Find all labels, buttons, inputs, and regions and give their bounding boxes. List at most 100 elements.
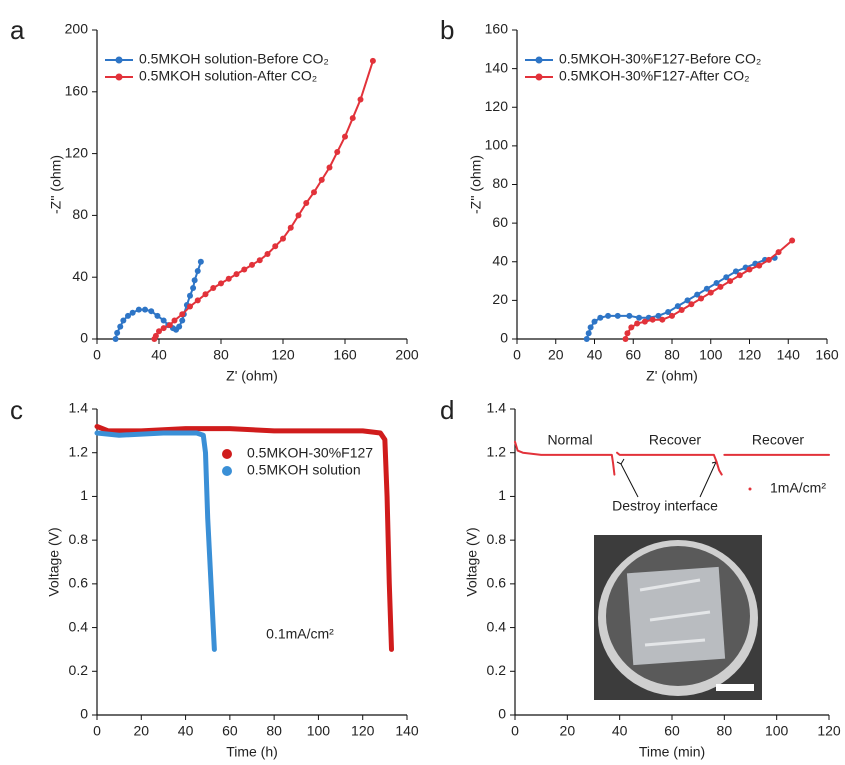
legend-label: 0.5MKOH-30%F127-After CO₂ bbox=[559, 68, 750, 84]
y-tick-label: 0.8 bbox=[69, 531, 89, 547]
y-axis-label: -Z'' (ohm) bbox=[468, 155, 484, 214]
y-tick-label: 1.2 bbox=[69, 443, 89, 459]
x-tick-label: 20 bbox=[548, 347, 564, 363]
marker bbox=[120, 317, 127, 324]
marker bbox=[326, 164, 333, 171]
x-tick-label: 40 bbox=[178, 723, 194, 739]
marker bbox=[249, 261, 255, 268]
x-tick-label: 0 bbox=[511, 723, 519, 739]
y-tick-label: 60 bbox=[492, 214, 508, 230]
y-tick-label: 0.2 bbox=[487, 662, 507, 678]
x-tick-label: 80 bbox=[664, 347, 680, 363]
x-tick-label: 120 bbox=[738, 347, 762, 363]
x-tick-label: 160 bbox=[815, 347, 839, 363]
marker bbox=[191, 277, 198, 284]
marker bbox=[727, 278, 734, 285]
legend-marker bbox=[535, 73, 543, 81]
series-line bbox=[153, 59, 374, 340]
series-line bbox=[94, 423, 394, 652]
legend-label: 0.5MKOH solution-After CO₂ bbox=[139, 68, 317, 84]
y-tick-label: 80 bbox=[492, 175, 508, 191]
x-tick-label: 80 bbox=[717, 723, 733, 739]
marker bbox=[241, 266, 248, 273]
marker bbox=[723, 274, 730, 281]
marker bbox=[349, 115, 356, 122]
arrow-head bbox=[616, 458, 625, 465]
marker bbox=[669, 312, 675, 319]
legend-label: 0.5MKOH solution bbox=[247, 462, 361, 478]
marker bbox=[624, 330, 631, 337]
x-tick-label: 200 bbox=[395, 347, 419, 363]
panel: a 0 40 80 120 160 200 0 40 80 120 160 200 Z' (ohm) -Z'… bbox=[10, 15, 419, 384]
marker bbox=[166, 322, 173, 329]
marker bbox=[233, 271, 240, 278]
y-tick-label: 0 bbox=[498, 706, 506, 722]
scale-bar bbox=[716, 684, 754, 691]
marker bbox=[597, 314, 604, 321]
marker bbox=[129, 309, 136, 316]
marker bbox=[628, 324, 635, 331]
x-tick-label: 160 bbox=[333, 347, 357, 363]
y-tick-label: 0 bbox=[500, 330, 508, 346]
x-tick-label: 120 bbox=[351, 723, 375, 739]
marker bbox=[160, 317, 167, 324]
y-tick-label: 120 bbox=[65, 144, 89, 160]
y-tick-label: 160 bbox=[485, 21, 509, 37]
marker bbox=[678, 307, 685, 314]
marker bbox=[152, 332, 159, 339]
inset-photo bbox=[594, 535, 762, 700]
marker bbox=[649, 316, 656, 323]
annotation: Recover bbox=[752, 432, 804, 448]
x-tick-label: 140 bbox=[395, 723, 419, 739]
y-tick-label: 0 bbox=[80, 330, 88, 346]
y-tick-label: 1.2 bbox=[487, 443, 507, 459]
y-tick-label: 0.6 bbox=[69, 575, 89, 591]
x-tick-label: 80 bbox=[266, 723, 282, 739]
y-tick-label: 80 bbox=[72, 206, 88, 222]
x-tick-label: 140 bbox=[777, 347, 801, 363]
legend-label: 0.5MKOH-30%F127 bbox=[247, 445, 373, 461]
arrows bbox=[616, 458, 719, 498]
marker bbox=[218, 280, 224, 287]
x-axis-label: Z' (ohm) bbox=[226, 368, 278, 384]
y-tick-label: 200 bbox=[65, 21, 89, 37]
marker bbox=[187, 292, 193, 299]
marker bbox=[636, 314, 643, 321]
x-tick-label: 40 bbox=[151, 347, 167, 363]
marker bbox=[114, 329, 121, 336]
panel-letter: b bbox=[440, 15, 454, 45]
x-tick-label: 40 bbox=[587, 347, 603, 363]
y-tick-label: 1.4 bbox=[487, 400, 507, 416]
marker bbox=[171, 317, 178, 324]
marker bbox=[583, 336, 590, 342]
legend-marker bbox=[222, 449, 232, 459]
y-tick-label: 40 bbox=[72, 268, 88, 284]
marker bbox=[655, 312, 662, 319]
marker bbox=[179, 317, 186, 324]
y-tick-label: 1 bbox=[80, 487, 88, 503]
marker bbox=[634, 320, 641, 327]
y-tick-label: 140 bbox=[485, 59, 509, 75]
marker bbox=[154, 312, 161, 319]
panel-letter: d bbox=[440, 395, 454, 425]
marker bbox=[334, 149, 341, 156]
arrow bbox=[699, 461, 717, 498]
panel-letter: a bbox=[10, 15, 25, 45]
y-tick-label: 1.4 bbox=[69, 400, 89, 416]
y-tick-label: 40 bbox=[492, 252, 508, 268]
x-tick-label: 120 bbox=[271, 347, 295, 363]
marker bbox=[732, 268, 739, 275]
panel: c 0 0.2 0.4 0.6 0.8 1 1.2 1.4 0 20 40 60 80 100 120 140 T… bbox=[10, 395, 419, 760]
legend-marker bbox=[115, 56, 123, 64]
marker bbox=[736, 272, 743, 279]
marker bbox=[688, 301, 695, 308]
marker bbox=[659, 316, 666, 323]
x-tick-label: 0 bbox=[513, 347, 521, 363]
marker bbox=[765, 256, 772, 263]
x-tick-label: 0 bbox=[93, 723, 101, 739]
annotation: 0.1mA/cm² bbox=[266, 626, 334, 642]
marker bbox=[295, 212, 302, 219]
x-tick-label: 80 bbox=[213, 347, 229, 363]
marker bbox=[626, 312, 633, 319]
